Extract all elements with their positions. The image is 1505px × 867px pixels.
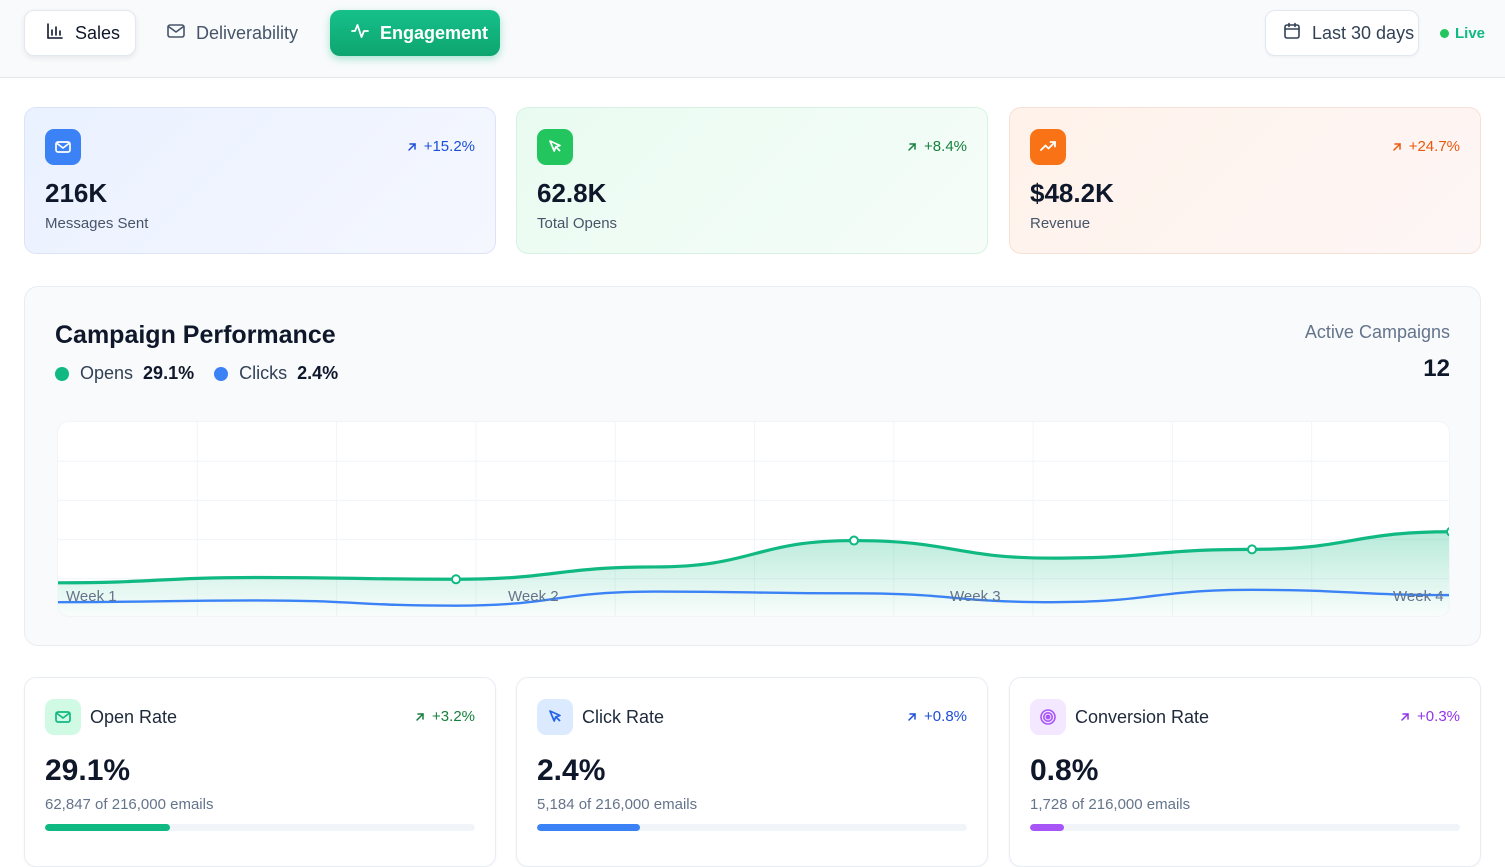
arrow-up-right-icon <box>906 711 918 723</box>
metric-title: Conversion Rate <box>1075 707 1209 728</box>
campaign-performance-panel: Campaign Performance Opens 29.1% Clicks … <box>24 286 1481 646</box>
line-chart: Week 1 Week 2 Week 3 Week 4 <box>57 421 1450 617</box>
stat-change: +24.7% <box>1391 138 1460 155</box>
progress-fill <box>537 824 640 831</box>
date-range-label: Last 30 days <box>1312 23 1414 44</box>
x-tick-label: Week 3 <box>950 588 1001 605</box>
chart-svg <box>58 422 1450 617</box>
stat-value: 216K <box>45 178 107 209</box>
arrow-up-right-icon <box>906 141 918 153</box>
metric-subtext: 5,184 of 216,000 emails <box>537 796 697 813</box>
legend-dot-clicks <box>214 367 228 381</box>
stat-card-total-opens: +8.4% 62.8K Total Opens <box>516 107 988 254</box>
arrow-up-right-icon <box>1391 141 1403 153</box>
panel-title: Campaign Performance <box>55 321 336 350</box>
tab-label: Deliverability <box>196 23 298 44</box>
metric-title: Open Rate <box>90 707 177 728</box>
stat-label: Total Opens <box>537 215 617 232</box>
metric-card-conversion-rate: Conversion Rate +0.3% 0.8% 1,728 of 216,… <box>1009 677 1481 867</box>
stat-change: +15.2% <box>406 138 475 155</box>
data-point <box>850 537 858 545</box>
metric-subtext: 62,847 of 216,000 emails <box>45 796 213 813</box>
metric-subtext: 1,728 of 216,000 emails <box>1030 796 1190 813</box>
bar-chart-icon <box>45 21 65 46</box>
arrow-up-right-icon <box>414 711 426 723</box>
tab-engagement[interactable]: Engagement <box>330 10 500 56</box>
live-indicator: Live <box>1440 25 1485 42</box>
stat-value: 62.8K <box>537 178 606 209</box>
stat-value: $48.2K <box>1030 178 1114 209</box>
mail-icon <box>45 699 81 735</box>
legend-value-opens: 29.1% <box>143 363 194 384</box>
mail-icon <box>166 21 186 46</box>
x-tick-label: Week 2 <box>508 588 559 605</box>
legend-label-opens: Opens <box>80 363 133 384</box>
data-point <box>1447 528 1450 536</box>
stat-change: +8.4% <box>906 138 967 155</box>
metric-value: 0.8% <box>1030 754 1098 788</box>
arrow-up-right-icon <box>1399 711 1411 723</box>
metric-value: 29.1% <box>45 754 130 788</box>
stat-label: Messages Sent <box>45 215 148 232</box>
calendar-icon <box>1282 21 1302 46</box>
progress-bar <box>537 824 967 831</box>
stat-label: Revenue <box>1030 215 1090 232</box>
live-label: Live <box>1455 25 1485 42</box>
tab-deliverability[interactable]: Deliverability <box>148 10 318 56</box>
target-icon <box>1030 699 1066 735</box>
progress-fill <box>45 824 170 831</box>
tab-label: Sales <box>75 23 120 44</box>
stat-card-revenue: +24.7% $48.2K Revenue <box>1009 107 1481 254</box>
metric-title: Click Rate <box>582 707 664 728</box>
metric-change: +3.2% <box>414 708 475 725</box>
legend-dot-opens <box>55 367 69 381</box>
date-range-picker[interactable]: Last 30 days <box>1265 10 1419 56</box>
arrow-up-right-icon <box>406 141 418 153</box>
cursor-click-icon <box>537 129 573 165</box>
metric-card-click-rate: Click Rate +0.8% 2.4% 5,184 of 216,000 e… <box>516 677 988 867</box>
tab-sales[interactable]: Sales <box>24 10 136 56</box>
data-point <box>452 575 460 583</box>
trending-up-icon <box>1030 129 1066 165</box>
metric-card-open-rate: Open Rate +3.2% 29.1% 62,847 of 216,000 … <box>24 677 496 867</box>
live-dot-icon <box>1440 29 1449 38</box>
progress-fill <box>1030 824 1064 831</box>
cursor-click-icon <box>537 699 573 735</box>
metric-change: +0.3% <box>1399 708 1460 725</box>
top-bar: Sales Deliverability Engagement Last 30 … <box>0 0 1505 78</box>
mail-icon <box>45 129 81 165</box>
activity-icon <box>350 21 370 46</box>
progress-bar <box>45 824 475 831</box>
metric-change: +0.8% <box>906 708 967 725</box>
active-campaigns-value: 12 <box>1423 355 1450 383</box>
stat-card-messages-sent: +15.2% 216K Messages Sent <box>24 107 496 254</box>
legend-label-clicks: Clicks <box>239 363 287 384</box>
legend-value-clicks: 2.4% <box>297 363 338 384</box>
tab-label: Engagement <box>380 23 488 44</box>
active-campaigns-label: Active Campaigns <box>1305 322 1450 343</box>
data-point <box>1248 545 1256 553</box>
metric-value: 2.4% <box>537 754 605 788</box>
x-tick-label: Week 4 <box>1393 588 1444 605</box>
chart-legend: Opens 29.1% Clicks 2.4% <box>55 363 358 384</box>
x-tick-label: Week 1 <box>66 588 117 605</box>
progress-bar <box>1030 824 1460 831</box>
